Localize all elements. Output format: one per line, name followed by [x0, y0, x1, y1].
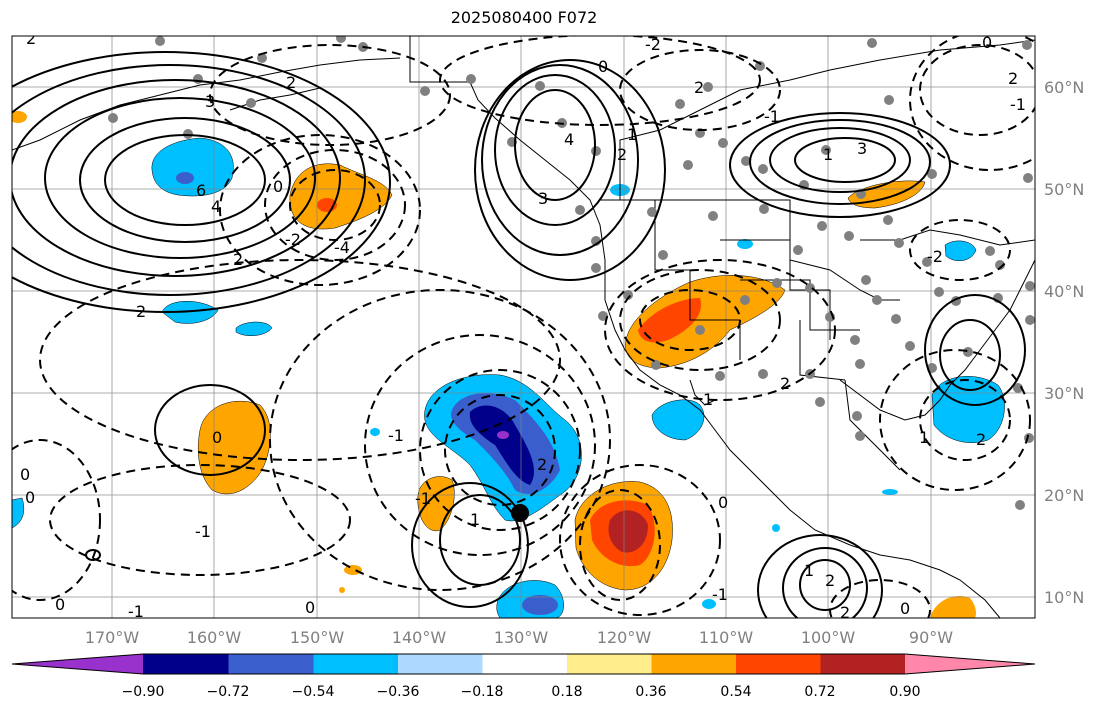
- longitude-labels: 170°W 160°W 150°W 140°W 130°W 120°W 110°…: [85, 628, 953, 647]
- contour-label: -2: [927, 247, 943, 266]
- contour-label: 4: [564, 130, 574, 149]
- colorbar-tick-label: 0.36: [635, 684, 666, 700]
- colorbar-segment: [736, 654, 821, 674]
- colorbar: [11, 653, 1036, 675]
- contour-label: -1: [128, 602, 144, 621]
- lon-label: 150°W: [290, 628, 345, 647]
- colorbar-tick-label: −0.18: [461, 684, 504, 700]
- contour-label: 0: [900, 599, 910, 618]
- contour-label: 6: [196, 181, 206, 200]
- lon-label: 90°W: [909, 628, 953, 647]
- contour-label: -2: [645, 35, 661, 54]
- colorbar-segment: [228, 654, 314, 674]
- colorbar-tick-label: 0.54: [720, 684, 751, 700]
- contour-label: 0: [982, 33, 992, 52]
- colorbar-segment: [12, 654, 143, 674]
- colorbar-segment: [482, 654, 567, 674]
- contour-label: 1: [703, 390, 713, 409]
- map-title: 2025080400 F072: [450, 8, 598, 27]
- lat-label: 10°N: [1044, 588, 1084, 607]
- colorbar-segment: [820, 654, 905, 674]
- contour-label: -1: [712, 585, 728, 604]
- colorbar-segment: [905, 654, 1035, 674]
- contour-label: 2: [976, 430, 986, 449]
- station-markers: [108, 36, 1035, 510]
- contour-label: 2: [840, 603, 850, 622]
- contour-label: 1: [823, 145, 833, 164]
- colorbar-tick-label: −0.54: [292, 684, 335, 700]
- colorbar-tick-label: −0.36: [377, 684, 420, 700]
- colorbar-segment: [313, 654, 398, 674]
- contour-label: -1: [764, 107, 780, 126]
- lon-label: 130°W: [494, 628, 549, 647]
- contour-label: 2: [1008, 69, 1018, 88]
- colorbar-segment: [398, 654, 483, 674]
- lat-label: 40°N: [1044, 282, 1084, 301]
- contour-label: 0: [273, 177, 283, 196]
- dashed-contours: [12, 36, 1035, 618]
- contour-label: -1: [415, 489, 431, 508]
- lat-label: 20°N: [1044, 486, 1084, 505]
- contour-label: 3: [857, 139, 867, 158]
- lon-label: 170°W: [85, 628, 140, 647]
- contour-label: 0: [598, 57, 608, 76]
- contour-label: 1: [919, 428, 929, 447]
- storm-center-marker: [511, 504, 529, 522]
- contour-label: 2: [136, 302, 146, 321]
- contour-label: 0: [20, 465, 30, 484]
- contour-label: 0: [55, 595, 65, 614]
- contour-label: 0: [25, 488, 35, 507]
- lat-label: 30°N: [1044, 384, 1084, 403]
- colorbar-tick-label: −0.90: [122, 684, 165, 700]
- lat-label: 50°N: [1044, 180, 1084, 199]
- contour-label: 3: [205, 92, 215, 111]
- colorbar-tick-label: −0.72: [207, 684, 250, 700]
- contour-label: 0: [212, 428, 222, 447]
- contour-label: 2: [26, 29, 36, 48]
- colorbar-segment: [651, 654, 736, 674]
- contour-label: 2: [537, 455, 547, 474]
- lon-label: 120°W: [597, 628, 652, 647]
- contour-label: 2: [617, 145, 627, 164]
- contour-label: 2: [233, 250, 243, 269]
- map-frame: [11, 35, 1036, 619]
- lon-label: 100°W: [801, 628, 856, 647]
- contour-label: 3: [538, 189, 548, 208]
- colorbar-tick-label: 0.18: [551, 684, 582, 700]
- contour-label: -2: [285, 230, 301, 249]
- lon-label: 110°W: [699, 628, 754, 647]
- contour-label: 4: [211, 197, 221, 216]
- lon-label: 160°W: [187, 628, 242, 647]
- colorbar-tick-label: 0.72: [804, 684, 835, 700]
- map-area: 2 0 2 3 6 4 2 0 -2 -4 2 -2 4 3 2 1 -1 0 …: [12, 29, 1035, 622]
- contour-label: -1: [195, 522, 211, 541]
- contour-label: 2: [780, 374, 790, 393]
- contour-label: 1: [627, 125, 637, 144]
- colorbar-segment: [567, 654, 652, 674]
- lat-label: 60°N: [1044, 78, 1084, 97]
- lon-label: 140°W: [392, 628, 447, 647]
- contour-label: 1: [804, 561, 814, 580]
- contour-label: 0: [305, 598, 315, 617]
- colorbar-ticks: −0.90 −0.72 −0.54 −0.36 −0.18 0.18 0.36 …: [122, 684, 921, 700]
- contour-label: -1: [388, 426, 404, 445]
- contour-label: 2: [694, 78, 704, 97]
- contour-label: 1: [470, 510, 480, 529]
- contour-label: -1: [1010, 95, 1026, 114]
- latitude-labels: 60°N 50°N 40°N 30°N 20°N 10°N: [1044, 78, 1084, 607]
- contour-label: 0: [718, 493, 728, 512]
- colorbar-tick-label: 0.90: [889, 684, 920, 700]
- colorbar-outline: [11, 653, 1036, 675]
- colorbar-segment: [143, 654, 229, 674]
- contour-label: 2: [286, 73, 296, 92]
- contour-label: -4: [334, 238, 350, 257]
- contour-labels: 2 0 2 3 6 4 2 0 -2 -4 2 -2 4 3 2 1 -1 0 …: [20, 29, 1026, 622]
- contour-label: 2: [825, 571, 835, 590]
